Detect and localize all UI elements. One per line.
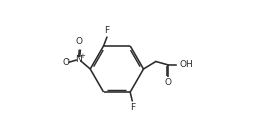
Text: O: O (62, 58, 69, 67)
Text: O: O (76, 37, 83, 46)
Text: F: F (130, 103, 135, 112)
Text: -: - (67, 56, 69, 62)
Text: +: + (79, 53, 85, 59)
Text: OH: OH (180, 60, 193, 69)
Text: O: O (165, 78, 172, 87)
Text: F: F (104, 26, 110, 35)
Text: N: N (75, 55, 82, 64)
